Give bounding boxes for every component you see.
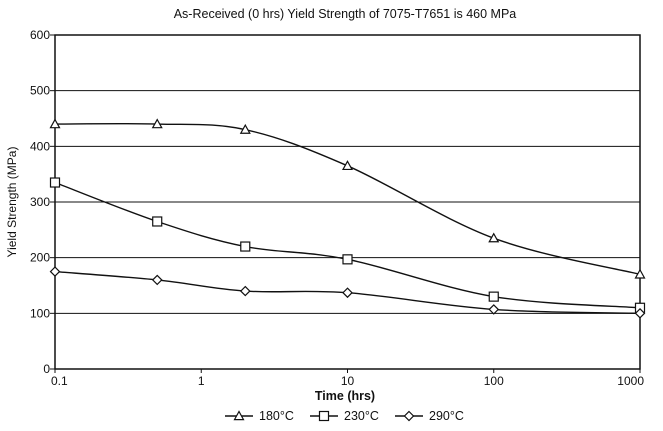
triangle-marker: [233, 410, 245, 421]
y-axis-ticks: 0 100 200 300 400 500 600: [30, 28, 55, 376]
chart-title: As-Received (0 hrs) Yield Strength of 70…: [174, 7, 517, 21]
y-tick-label: 400: [30, 139, 50, 153]
series-square: [49, 177, 646, 313]
y-tick-label: 300: [30, 195, 50, 209]
triangle-marker: [634, 268, 646, 279]
x-axis-ticks: 0.1 1 10 100 1000: [51, 369, 644, 388]
diamond-marker: [49, 266, 61, 277]
y-tick-label: 200: [30, 251, 50, 265]
legend-label: 290°C: [429, 409, 464, 423]
triangle-marker: [151, 118, 163, 129]
legend-label: 180°C: [259, 409, 294, 423]
triangle-marker: [239, 123, 251, 134]
series-line: [54, 122, 641, 276]
series-line: [54, 270, 641, 315]
diamond-marker: [403, 410, 415, 422]
legend-label: 230°C: [344, 409, 379, 423]
triangle-marker: [341, 160, 354, 171]
square-marker: [488, 291, 499, 302]
diamond-marker: [151, 274, 163, 286]
x-tick-label: 100: [484, 374, 504, 388]
legend-item: 290°C: [395, 409, 464, 423]
y-tick-label: 100: [30, 306, 50, 320]
legend-item: 230°C: [310, 409, 379, 423]
y-tick-label: 0: [43, 362, 50, 376]
legend: 180°C 230°C 290°C: [225, 409, 464, 423]
x-tick-label: 1000: [617, 374, 644, 388]
square-marker: [342, 254, 353, 265]
y-axis-label: Yield Strength (MPa): [5, 147, 19, 258]
square-marker: [152, 216, 163, 227]
square-marker: [318, 410, 330, 422]
x-tick-label: 0.1: [51, 374, 68, 388]
y-tick-label: 500: [30, 84, 50, 98]
series-group: [49, 118, 646, 319]
diamond-marker: [634, 307, 646, 319]
triangle-marker: [49, 118, 61, 129]
diamond-marker: [488, 304, 500, 315]
square-marker: [49, 177, 61, 188]
series-diamond: [49, 266, 646, 319]
diamond-marker: [239, 285, 251, 297]
square-marker: [240, 241, 251, 252]
triangle-marker: [488, 232, 500, 243]
series-line: [54, 181, 641, 309]
legend-item: 180°C: [225, 409, 294, 423]
series-triangle: [49, 118, 646, 279]
gridlines: [55, 90, 640, 314]
diamond-marker: [342, 287, 353, 299]
y-tick-label: 600: [30, 28, 50, 42]
x-axis-label: Time (hrs): [315, 389, 375, 403]
x-tick-label: 1: [198, 374, 205, 388]
x-tick-label: 10: [341, 374, 355, 388]
